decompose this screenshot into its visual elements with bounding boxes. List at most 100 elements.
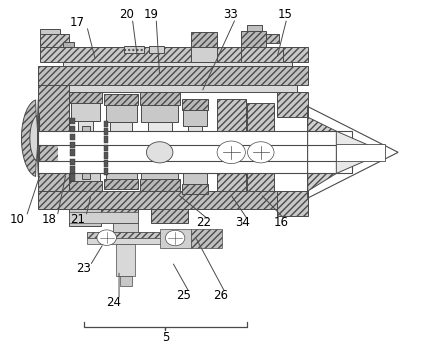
Polygon shape	[69, 212, 138, 223]
Polygon shape	[105, 179, 138, 189]
Polygon shape	[140, 179, 179, 191]
Polygon shape	[190, 46, 217, 62]
Polygon shape	[159, 229, 190, 247]
Text: 23: 23	[76, 262, 91, 275]
Polygon shape	[104, 129, 109, 135]
Text: 20: 20	[119, 8, 134, 21]
Text: 24: 24	[106, 296, 121, 309]
Text: 34: 34	[235, 216, 250, 229]
Polygon shape	[120, 276, 132, 286]
Polygon shape	[40, 34, 69, 46]
Circle shape	[97, 230, 117, 245]
Polygon shape	[106, 105, 137, 122]
Polygon shape	[336, 131, 385, 173]
Polygon shape	[140, 92, 179, 105]
Polygon shape	[217, 99, 246, 131]
Polygon shape	[266, 34, 279, 43]
Polygon shape	[69, 181, 102, 191]
Circle shape	[165, 230, 185, 246]
Polygon shape	[70, 118, 75, 124]
Polygon shape	[117, 244, 136, 276]
Polygon shape	[277, 92, 307, 117]
Polygon shape	[38, 131, 352, 145]
Text: 17: 17	[70, 16, 85, 29]
Polygon shape	[70, 142, 75, 148]
Circle shape	[248, 142, 274, 163]
Polygon shape	[40, 29, 60, 34]
Polygon shape	[70, 126, 75, 132]
Polygon shape	[69, 85, 296, 92]
Polygon shape	[71, 163, 100, 181]
Text: 18: 18	[42, 213, 57, 226]
Polygon shape	[247, 25, 262, 31]
Polygon shape	[78, 121, 93, 163]
Text: 22: 22	[196, 216, 211, 229]
Polygon shape	[190, 229, 222, 247]
Polygon shape	[40, 46, 307, 62]
Polygon shape	[87, 238, 164, 244]
Polygon shape	[151, 209, 188, 223]
Text: 19: 19	[144, 8, 158, 21]
Circle shape	[217, 141, 245, 164]
Polygon shape	[70, 174, 75, 181]
Polygon shape	[104, 160, 109, 167]
Polygon shape	[217, 173, 246, 191]
Polygon shape	[62, 62, 292, 66]
Polygon shape	[149, 46, 164, 53]
Text: 15: 15	[277, 8, 292, 21]
Polygon shape	[62, 42, 74, 46]
Polygon shape	[70, 166, 75, 173]
Polygon shape	[104, 144, 109, 151]
Circle shape	[147, 142, 173, 163]
Polygon shape	[141, 105, 178, 122]
Polygon shape	[182, 99, 208, 110]
Polygon shape	[241, 46, 284, 62]
Polygon shape	[70, 159, 75, 165]
Polygon shape	[148, 122, 171, 165]
Text: 5: 5	[162, 331, 169, 344]
Text: 25: 25	[176, 289, 191, 302]
Polygon shape	[70, 149, 75, 156]
Polygon shape	[183, 168, 207, 184]
Polygon shape	[141, 165, 178, 179]
Polygon shape	[38, 191, 307, 209]
Polygon shape	[104, 168, 109, 175]
Text: 21: 21	[70, 213, 85, 226]
Polygon shape	[241, 31, 266, 46]
Text: 26: 26	[213, 289, 228, 302]
Polygon shape	[307, 117, 336, 191]
Polygon shape	[104, 136, 109, 143]
Polygon shape	[106, 165, 137, 179]
Polygon shape	[22, 99, 38, 177]
Polygon shape	[277, 191, 307, 216]
Polygon shape	[183, 110, 207, 126]
Text: 10: 10	[10, 213, 25, 226]
Polygon shape	[69, 209, 101, 226]
Polygon shape	[190, 33, 217, 46]
Polygon shape	[71, 103, 100, 121]
Text: 16: 16	[274, 216, 289, 229]
Polygon shape	[38, 66, 307, 85]
Polygon shape	[248, 133, 274, 173]
Polygon shape	[218, 131, 245, 173]
Polygon shape	[113, 223, 139, 237]
Polygon shape	[247, 103, 275, 133]
Polygon shape	[182, 184, 208, 194]
Polygon shape	[38, 161, 352, 173]
Polygon shape	[87, 232, 164, 238]
Polygon shape	[247, 173, 275, 191]
Polygon shape	[104, 121, 109, 127]
Polygon shape	[188, 126, 202, 168]
Polygon shape	[70, 134, 75, 140]
Polygon shape	[58, 145, 352, 161]
Polygon shape	[38, 85, 69, 191]
Polygon shape	[30, 114, 39, 162]
Text: 33: 33	[223, 8, 238, 21]
Polygon shape	[69, 92, 102, 103]
Polygon shape	[104, 152, 109, 159]
Polygon shape	[101, 209, 138, 223]
Polygon shape	[82, 126, 90, 179]
Polygon shape	[124, 46, 144, 53]
Polygon shape	[336, 143, 385, 161]
Polygon shape	[105, 94, 138, 105]
